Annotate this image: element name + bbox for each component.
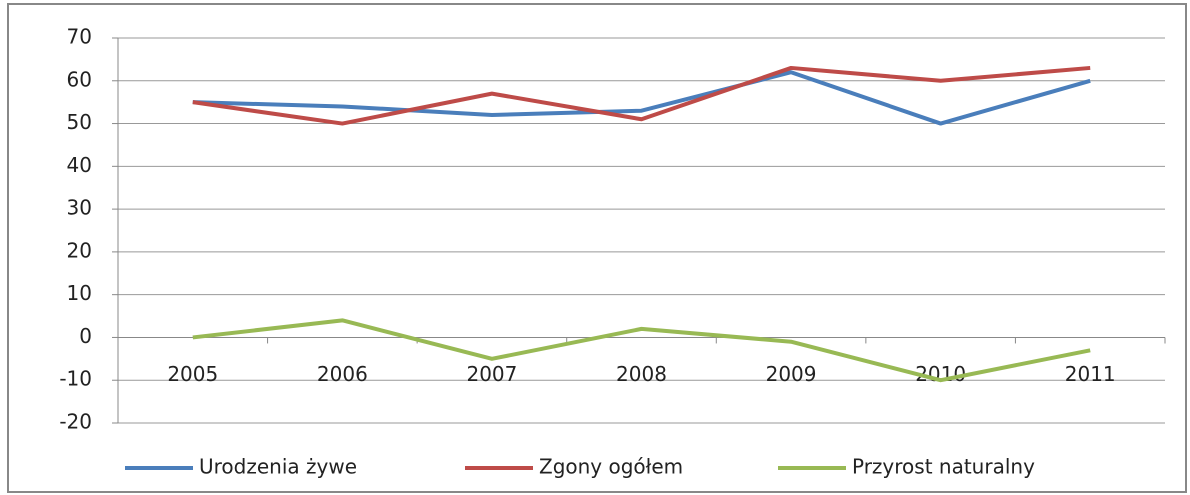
y-tick-label: 10 [67, 281, 92, 305]
y-tick-label: 70 [67, 25, 92, 49]
y-tick-label: -10 [59, 367, 92, 391]
y-tick-label: 30 [67, 196, 92, 220]
x-tick-label: 2009 [766, 362, 817, 386]
x-tick-label: 2006 [317, 362, 368, 386]
series-line [192, 65, 1091, 126]
x-tick-label: 2007 [466, 362, 517, 386]
y-tick-label: 40 [67, 153, 92, 177]
legend-label: Przyrost naturalny [852, 455, 1035, 479]
x-tick-label: 2005 [167, 362, 218, 386]
y-tick-label: 20 [67, 238, 92, 262]
chart-frame [7, 3, 1187, 493]
series-line [192, 70, 1091, 126]
x-tick-label: 2008 [616, 362, 667, 386]
legend-label: Urodzenia żywe [199, 455, 357, 479]
series-line [192, 318, 1091, 383]
y-tick-label: 50 [67, 110, 92, 134]
y-tick-label: -20 [59, 410, 92, 434]
y-tick-label: 60 [67, 67, 92, 91]
x-tick-label: 2011 [1065, 362, 1116, 386]
y-tick-label: 0 [79, 324, 92, 348]
legend-label: Zgony ogółem [539, 455, 683, 479]
